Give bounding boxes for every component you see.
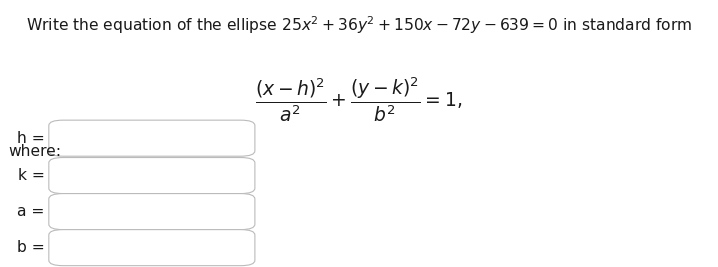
Text: a =: a = — [17, 204, 45, 219]
Text: where:: where: — [9, 144, 62, 159]
FancyBboxPatch shape — [49, 158, 255, 194]
Text: b =: b = — [17, 240, 45, 255]
Text: Write the equation of the ellipse $25x^2 + 36y^2 + 150x - 72y - 639 = 0$ in stan: Write the equation of the ellipse $25x^2… — [26, 15, 692, 36]
Text: h =: h = — [17, 131, 45, 146]
FancyBboxPatch shape — [49, 120, 255, 156]
Text: k =: k = — [18, 168, 45, 183]
FancyBboxPatch shape — [49, 194, 255, 230]
FancyBboxPatch shape — [49, 230, 255, 266]
Text: $\dfrac{(x - h)^2}{a^2} + \dfrac{(y - k)^2}{b^2} = 1,$: $\dfrac{(x - h)^2}{a^2} + \dfrac{(y - k)… — [256, 75, 462, 124]
